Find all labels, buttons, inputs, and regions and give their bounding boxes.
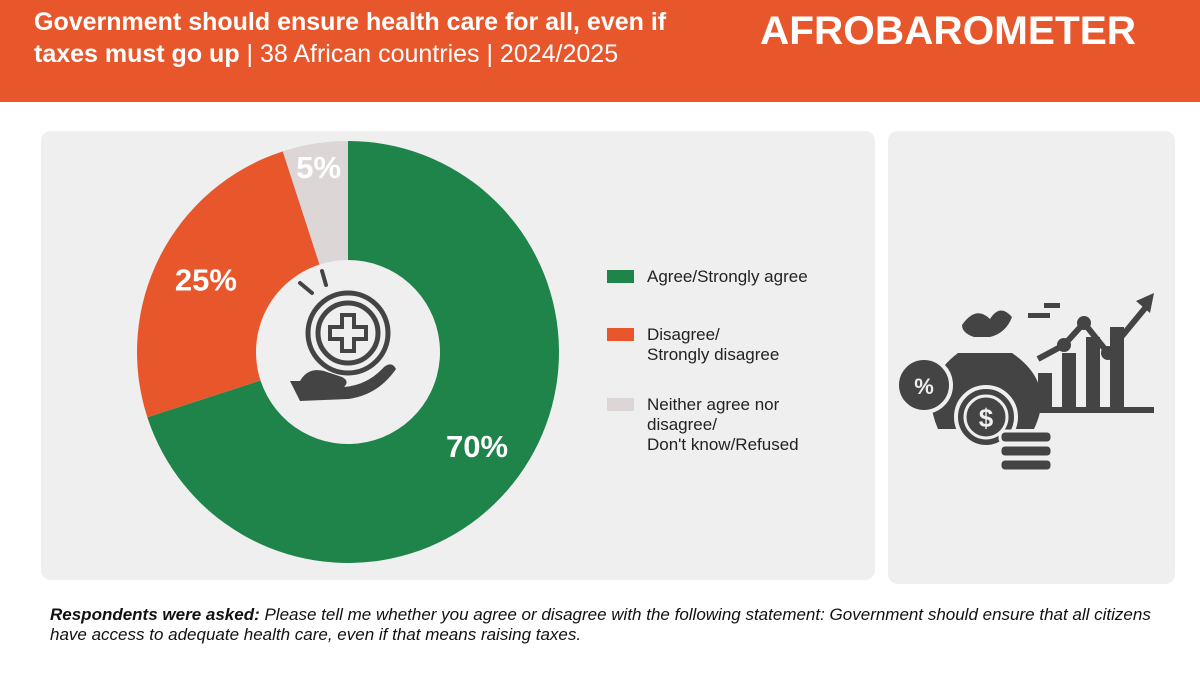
legend-swatch-neither (607, 398, 634, 411)
legend-label-agree: Agree/Strongly agree (647, 267, 808, 286)
footnote-label: Respondents were asked: (50, 605, 260, 624)
donut-slice-disagree (137, 151, 320, 418)
chart-title: Government should ensure health care for… (34, 6, 734, 70)
donut-slice-neither (282, 141, 348, 265)
money-bag-growth-chart-icon: % $ (895, 293, 1154, 473)
legend-label-neither: Neither agree nor disagree/ Don't know/R… (647, 395, 799, 454)
legend-swatch-agree (607, 270, 634, 283)
slice-label-neither: 5% (296, 150, 341, 185)
illustration-panel: % $ (888, 131, 1175, 584)
logo-text: AFROBAROMETER (760, 9, 1136, 50)
donut-chart: 70% 25% 5% (137, 141, 559, 563)
donut-slice-labels: 70% 25% 5% (175, 150, 508, 464)
legend-label-disagree: Disagree/ Strongly disagree (647, 325, 780, 364)
donut-slices (137, 141, 559, 563)
afrobarometer-logo: AFROBAROMETER (760, 9, 1136, 50)
chart-panel: 70% 25% 5% Agree/Strongly agree Disagree/ … (41, 131, 875, 580)
svg-text:$: $ (979, 403, 994, 433)
legend-swatch-disagree (607, 328, 634, 341)
title-subtitle: | 38 African countries | 2024/2025 (239, 40, 619, 68)
title-main: Government should ensure health care for… (34, 8, 667, 68)
footnote-text: Please tell me whether you agree or disa… (50, 605, 1151, 644)
hand-holding-medical-cross-icon (290, 269, 396, 401)
slice-label-agree: 70% (446, 429, 508, 464)
question-footnote: Respondents were asked: Please tell me w… (50, 605, 1180, 645)
slice-label-disagree: 25% (175, 263, 237, 298)
header-banner: Government should ensure health care for… (0, 0, 1200, 102)
svg-text:%: % (914, 374, 934, 399)
donut-slice-agree (147, 141, 559, 563)
